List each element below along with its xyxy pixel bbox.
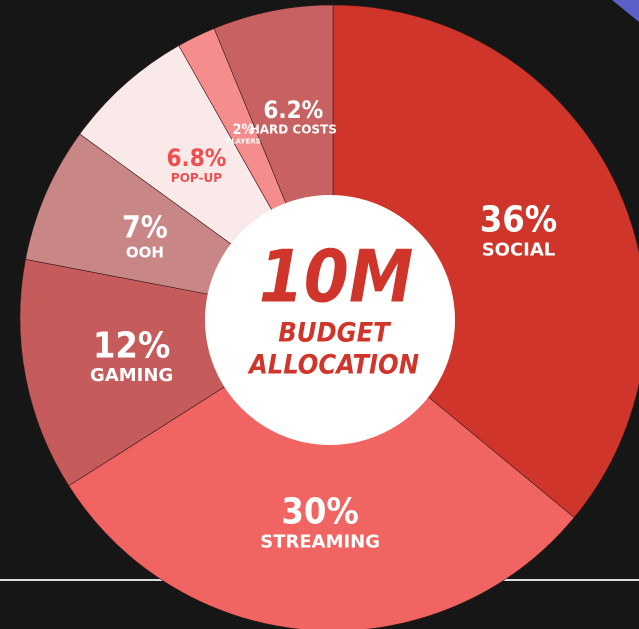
category-label: HARD COSTS <box>250 123 337 137</box>
category-label: SOCIAL <box>482 240 556 261</box>
value-label: 6.8% <box>167 144 227 172</box>
category-label: POP-UP <box>171 171 222 185</box>
value-label: 6.2% <box>263 96 323 124</box>
value-label: 30% <box>281 492 359 533</box>
slice <box>68 317 575 629</box>
donut-hole <box>205 195 455 445</box>
center-line: ALLOCATION <box>247 350 419 381</box>
center-value: 10M <box>259 235 414 319</box>
category-label: OOH <box>126 244 164 262</box>
category-label: STREAMING <box>260 531 380 552</box>
value-label: 12% <box>93 325 171 366</box>
value-label: 2% <box>233 122 255 138</box>
value-label: 7% <box>122 211 168 246</box>
slice <box>332 4 639 518</box>
corner-accent <box>612 0 639 22</box>
category-label: PLAYERS <box>226 137 261 145</box>
value-label: 36% <box>480 200 558 241</box>
center-line: BUDGET <box>278 318 392 349</box>
category-label: GAMING <box>90 365 173 386</box>
